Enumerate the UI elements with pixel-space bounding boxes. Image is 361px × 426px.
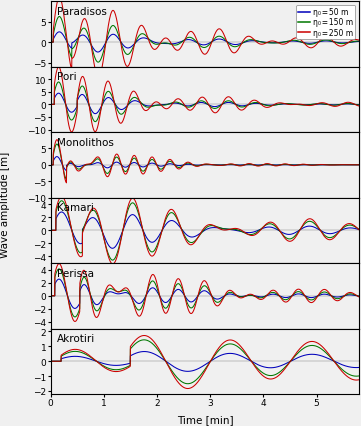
Text: Perissa: Perissa	[57, 268, 94, 278]
Text: Akrotiri: Akrotiri	[57, 333, 95, 343]
Text: Pori: Pori	[57, 72, 76, 82]
Text: Monolithos: Monolithos	[57, 137, 114, 147]
Text: Wave amplitude [m]: Wave amplitude [m]	[0, 152, 10, 257]
Text: Time [min]: Time [min]	[178, 414, 234, 424]
Text: Kamari: Kamari	[57, 203, 93, 213]
Legend: η₀ = 50 m, η₀ = 150 m, η₀ = 250 m: η₀ = 50 m, η₀ = 150 m, η₀ = 250 m	[296, 6, 355, 40]
Text: Paradisos: Paradisos	[57, 7, 106, 17]
